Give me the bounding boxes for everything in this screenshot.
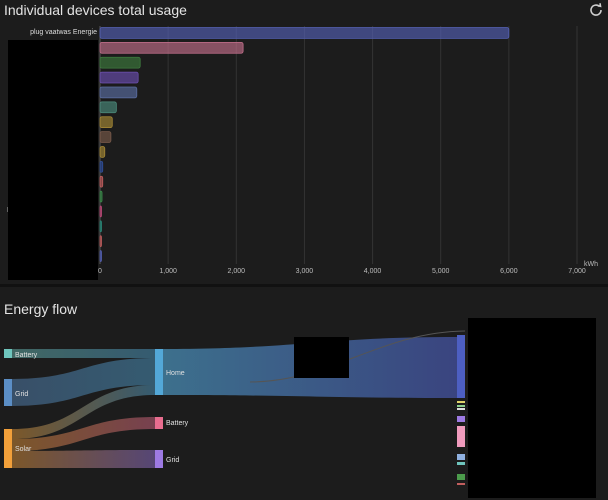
usage-card: Individual devices total usage 0 1,000 2,0… (4, 2, 604, 280)
device-bar[interactable] (99, 190, 103, 203)
source-label-grid: Grid (15, 391, 28, 398)
source-node-battery[interactable] (4, 349, 12, 358)
device-node[interactable] (457, 408, 465, 410)
device-bar[interactable] (99, 235, 102, 248)
device-bar[interactable] (99, 220, 102, 233)
source-label-battery: Battery (15, 352, 38, 359)
device-bar[interactable] (99, 101, 117, 114)
x-tick-label: 1,000 (159, 268, 177, 275)
x-tick-label: 5,000 (432, 268, 450, 275)
flow-link-thin (249, 330, 466, 383)
device-bar[interactable] (99, 175, 104, 188)
device-bar[interactable] (99, 71, 139, 84)
energy-flow-title: Energy flow (4, 301, 78, 317)
device-bar[interactable] (99, 27, 510, 39)
x-tick-label: 4,000 (364, 268, 382, 275)
home-label: Home (166, 370, 185, 377)
device-bar[interactable] (99, 131, 112, 143)
energy-flow-sankey: Battery Grid Solar Home Battery Grid (4, 318, 596, 498)
sink-node-battery[interactable] (155, 417, 163, 429)
flow-link-solar-battery (12, 417, 155, 451)
device-bar[interactable] (99, 41, 244, 54)
flow-link-grid-home (12, 358, 155, 406)
sink-label-battery: Battery (166, 420, 189, 427)
device-node[interactable] (457, 405, 465, 407)
redacted-region (468, 318, 596, 498)
refresh-icon[interactable] (588, 2, 604, 18)
x-tick-label: 3,000 (296, 268, 314, 275)
usage-card-title: Individual devices total usage (4, 2, 187, 18)
device-bar[interactable] (99, 250, 102, 262)
energy-flow-card: Energy flow (0, 287, 608, 500)
device-node[interactable] (457, 335, 465, 398)
flow-link-battery-home (12, 349, 155, 358)
home-node[interactable] (155, 349, 163, 395)
x-axis-unit: kWh (584, 261, 598, 268)
source-label-solar: Solar (15, 446, 32, 453)
device-bar[interactable] (99, 116, 113, 129)
sink-node-grid[interactable] (155, 450, 163, 468)
device-bar[interactable] (99, 56, 141, 69)
device-node[interactable] (457, 454, 465, 460)
source-node-grid[interactable] (4, 379, 12, 406)
x-tick-label: 6,000 (500, 268, 518, 275)
device-node[interactable] (457, 462, 465, 465)
device-bar[interactable] (99, 160, 104, 173)
device-bar[interactable] (99, 86, 138, 99)
card-divider (0, 284, 608, 287)
device-label: plug vaatwas Energie (30, 29, 97, 36)
device-node[interactable] (457, 426, 465, 447)
x-tick-label: 7,000 (568, 268, 586, 275)
redacted-region (294, 337, 349, 378)
device-node[interactable] (457, 416, 465, 422)
source-node-solar[interactable] (4, 429, 12, 468)
flow-link-solar-grid (12, 450, 155, 468)
device-label-mask (8, 40, 98, 280)
x-tick-label: 2,000 (228, 268, 246, 275)
device-node[interactable] (457, 401, 465, 403)
device-bar[interactable] (99, 146, 106, 158)
device-node[interactable] (457, 483, 465, 485)
device-bar[interactable] (99, 205, 102, 218)
flow-link-solar-home (12, 385, 155, 439)
sink-label-grid: Grid (166, 457, 179, 464)
x-tick-label: 0 (98, 268, 102, 275)
device-node[interactable] (457, 474, 465, 480)
